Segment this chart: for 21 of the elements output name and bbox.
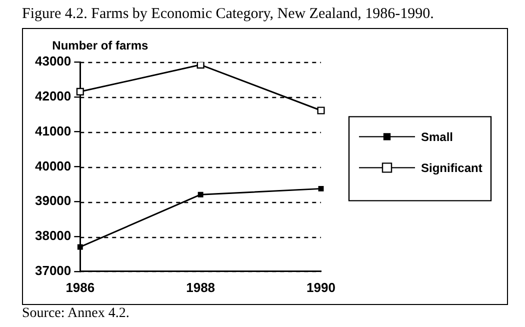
legend-label: Small [421, 130, 454, 144]
y-axis-title: Number of farms [52, 38, 148, 52]
y-tick-label: 40000 [34, 158, 72, 174]
y-tick-label: 42000 [34, 88, 72, 104]
y-tick-label: 43000 [34, 54, 72, 69]
x-tick-label: 1990 [306, 280, 336, 295]
x-tick-label: 1988 [186, 280, 216, 295]
y-tick-label: 41000 [34, 123, 72, 138]
y-tick-label: 38000 [34, 228, 72, 244]
chart-title: Figure 4.2. Farms by Economic Category, New Zealand, 1986-1990. [22, 6, 434, 23]
point [198, 192, 204, 198]
y-tick-label: 39000 [34, 193, 72, 208]
source-note: Source: Annex 4.2. [22, 306, 130, 322]
point [77, 244, 83, 250]
point [317, 106, 325, 114]
point [76, 88, 84, 96]
legend-label: Significant [421, 161, 482, 176]
point [318, 186, 324, 192]
point [196, 62, 204, 69]
y-tick-label: 37000 [34, 262, 72, 278]
x-tick-label: 1986 [66, 280, 95, 295]
